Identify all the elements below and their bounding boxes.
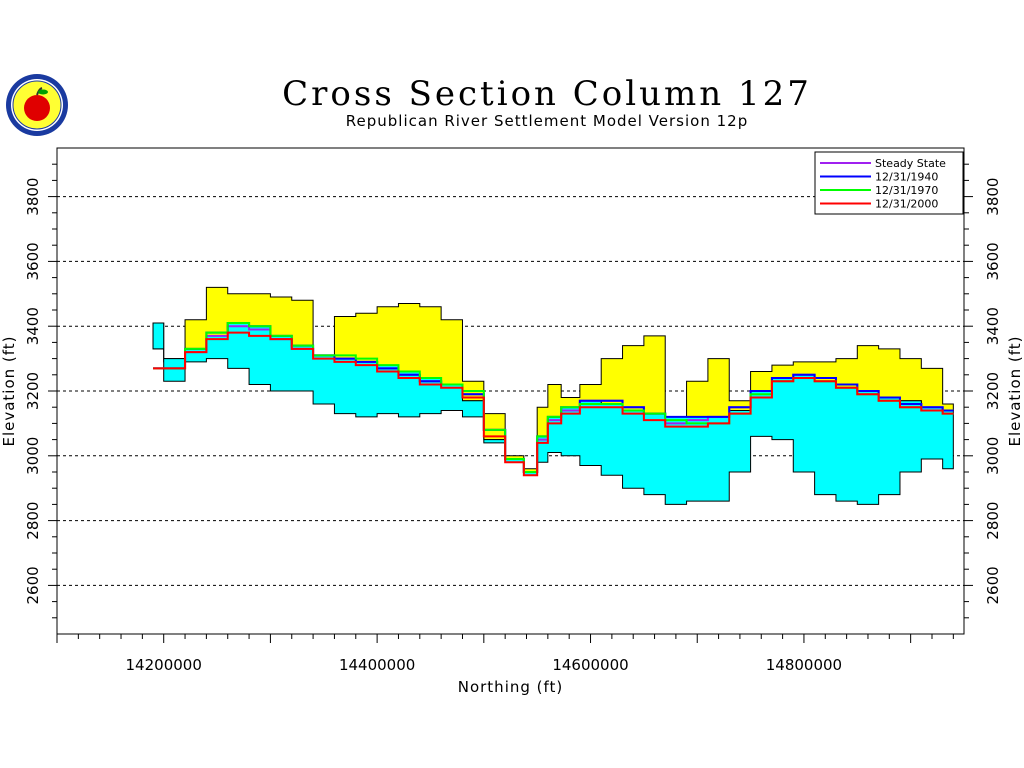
x-tick-labels: 14200000 14400000 14600000 14800000 (126, 656, 843, 674)
x-axis-title: Northing (ft) (458, 678, 564, 696)
y-tick-label-left: 3200 (24, 372, 42, 410)
legend-label: 12/31/1940 (875, 171, 938, 184)
x-tick-label: 14200000 (126, 656, 202, 674)
y-tick-label-left: 3000 (24, 437, 42, 475)
y-tick-label-right: 2800 (984, 502, 1002, 540)
chart-subtitle: Republican River Settlement Model Versio… (345, 112, 749, 130)
y-tick-label-right: 3000 (984, 437, 1002, 475)
y-tick-label-left: 3400 (24, 307, 42, 345)
agency-seal-logo (6, 74, 68, 136)
legend-label: 12/31/1970 (875, 184, 938, 197)
y-tick-label-right: 3800 (984, 178, 1002, 216)
y-tick-label-right: 3400 (984, 307, 1002, 345)
chart-title: Cross Section Column 127 (282, 74, 812, 114)
y-tick-label-right: 3600 (984, 242, 1002, 280)
layer-areas (152, 286, 954, 505)
x-tick-label: 14800000 (766, 656, 842, 674)
y-axis-title-right: Elevation (ft) (1006, 335, 1024, 446)
series-line (153, 331, 954, 477)
legend-label: 12/31/2000 (875, 198, 938, 211)
legend-label: Steady State (875, 157, 946, 170)
axis-ticks (48, 163, 973, 643)
y-tick-label-left: 3800 (24, 178, 42, 216)
y-tick-label-left: 2600 (24, 566, 42, 604)
legend: Steady State12/31/194012/31/197012/31/20… (814, 151, 964, 215)
x-tick-label: 14400000 (339, 656, 415, 674)
y-tick-label-right: 2600 (984, 566, 1002, 604)
y-axis-title-left: Elevation (ft) (0, 335, 18, 446)
y-tick-label-left: 3600 (24, 242, 42, 280)
y-tick-label-right: 3200 (984, 372, 1002, 410)
y-tick-labels: 2600 2600 2800 2800 3000 3000 3200 3200 3400 3400… (24, 178, 1002, 605)
y-tick-label-left: 2800 (24, 502, 42, 540)
x-tick-label: 14600000 (552, 656, 628, 674)
head-series (153, 321, 954, 477)
